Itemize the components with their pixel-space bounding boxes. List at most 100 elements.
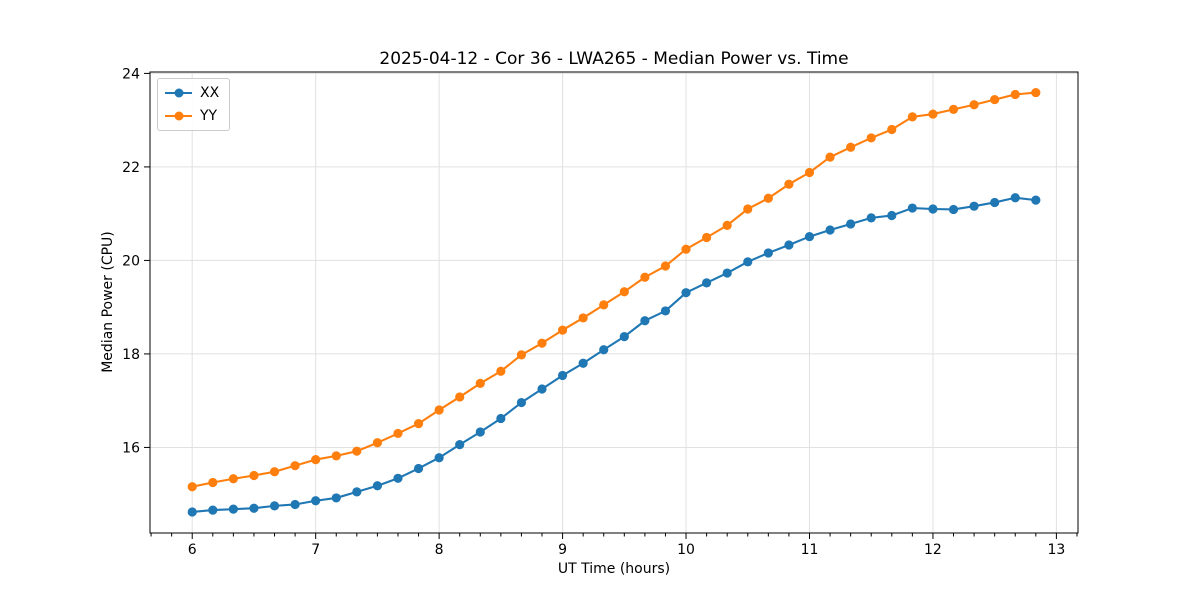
- series-line-xx: [192, 196, 1036, 514]
- data-point-xx: [557, 370, 568, 381]
- data-point-xx: [269, 501, 280, 511]
- data-point-yy: [228, 474, 238, 484]
- data-point-yy: [208, 477, 218, 488]
- data-point-xx: [825, 225, 835, 235]
- data-point-xx: [599, 345, 609, 355]
- data-point-yy: [599, 300, 609, 310]
- data-point-xx: [722, 268, 732, 278]
- legend-item-yy: YY: [165, 107, 219, 125]
- data-point-yy: [990, 94, 1000, 105]
- data-point-xx: [702, 278, 712, 288]
- data-point-yy: [496, 366, 506, 376]
- x-tick-label: 9: [558, 542, 567, 558]
- data-point-xx: [640, 316, 650, 326]
- data-point-xx: [660, 306, 671, 316]
- data-point-xx: [228, 504, 238, 514]
- data-point-xx: [846, 219, 856, 229]
- data-point-xx: [990, 197, 1000, 208]
- x-tick-label: 10: [677, 542, 695, 558]
- data-point-xx: [455, 440, 465, 450]
- x-axis-label: UT Time (hours): [557, 561, 671, 577]
- legend-sample-line: [165, 88, 192, 98]
- data-point-xx: [866, 213, 876, 223]
- series-line-yy: [192, 91, 1036, 488]
- data-point-yy: [187, 482, 197, 492]
- x-tick-label: 7: [311, 542, 320, 558]
- data-point-yy: [352, 446, 362, 456]
- y-tick-label: 22: [122, 160, 140, 176]
- x-tick-label: 11: [801, 542, 819, 558]
- y-tick-label: 24: [122, 66, 140, 82]
- data-point-yy: [475, 378, 485, 388]
- data-point-yy: [907, 112, 917, 122]
- data-point-xx: [784, 240, 794, 250]
- legend-sample-dot: [174, 111, 183, 121]
- data-point-xx: [907, 203, 917, 213]
- data-point-yy: [969, 100, 979, 110]
- data-point-yy: [763, 193, 773, 203]
- legend-label: XX: [200, 85, 220, 101]
- y-tick-label: 20: [122, 253, 140, 269]
- data-point-yy: [434, 405, 444, 415]
- x-tick-label: 8: [435, 542, 444, 558]
- data-point-xx: [681, 288, 691, 298]
- data-point-yy: [743, 204, 753, 214]
- legend-item-xx: XX: [165, 84, 219, 102]
- data-point-yy: [393, 428, 403, 439]
- data-point-xx: [496, 413, 506, 424]
- legend-sample-dot: [174, 88, 183, 98]
- data-point-yy: [640, 272, 650, 282]
- data-point-yy: [1031, 87, 1041, 98]
- data-point-yy: [537, 338, 547, 348]
- data-point-yy: [1010, 89, 1020, 100]
- data-point-xx: [763, 248, 773, 258]
- data-point-yy: [660, 261, 671, 271]
- legend-label: YY: [200, 108, 218, 124]
- data-point-xx: [311, 496, 321, 506]
- data-point-yy: [249, 470, 259, 481]
- data-point-xx: [619, 332, 629, 342]
- chart-title: 2025-04-12 - Cor 36 - LWA265 - Median Po…: [379, 49, 849, 69]
- data-point-xx: [372, 481, 383, 491]
- data-point-xx: [743, 257, 753, 267]
- data-point-yy: [722, 220, 732, 230]
- data-point-yy: [413, 418, 424, 429]
- data-point-xx: [537, 384, 547, 394]
- data-point-yy: [702, 232, 712, 243]
- data-point-yy: [619, 287, 629, 297]
- data-point-xx: [969, 201, 979, 211]
- data-point-yy: [825, 152, 835, 162]
- data-point-yy: [866, 133, 876, 143]
- data-point-xx: [393, 473, 403, 483]
- y-tick-label: 18: [122, 347, 140, 363]
- plot-frame: [149, 71, 1079, 534]
- y-tick-label: 16: [122, 440, 140, 456]
- data-point-yy: [804, 167, 815, 178]
- data-point-xx: [578, 358, 588, 368]
- data-point-yy: [372, 438, 383, 448]
- data-point-xx: [249, 503, 259, 513]
- data-point-xx: [928, 204, 938, 214]
- data-point-xx: [331, 493, 341, 503]
- data-point-yy: [887, 124, 897, 135]
- data-point-yy: [948, 104, 959, 115]
- data-point-xx: [804, 231, 815, 242]
- data-point-xx: [887, 210, 897, 221]
- data-point-xx: [948, 204, 959, 215]
- data-point-yy: [455, 392, 465, 402]
- data-point-xx: [208, 505, 218, 515]
- data-point-xx: [290, 499, 300, 510]
- x-tick-label: 13: [1047, 542, 1065, 558]
- data-point-yy: [578, 313, 588, 323]
- data-point-yy: [784, 179, 794, 189]
- data-point-yy: [846, 142, 856, 152]
- data-point-xx: [413, 463, 424, 474]
- data-point-xx: [1010, 193, 1020, 203]
- data-point-xx: [1031, 195, 1041, 205]
- x-tick-label: 6: [188, 542, 197, 558]
- data-point-xx: [475, 427, 485, 437]
- data-point-xx: [516, 397, 527, 408]
- data-point-xx: [434, 453, 444, 463]
- data-point-yy: [290, 461, 300, 471]
- legend: XX YY: [157, 78, 231, 131]
